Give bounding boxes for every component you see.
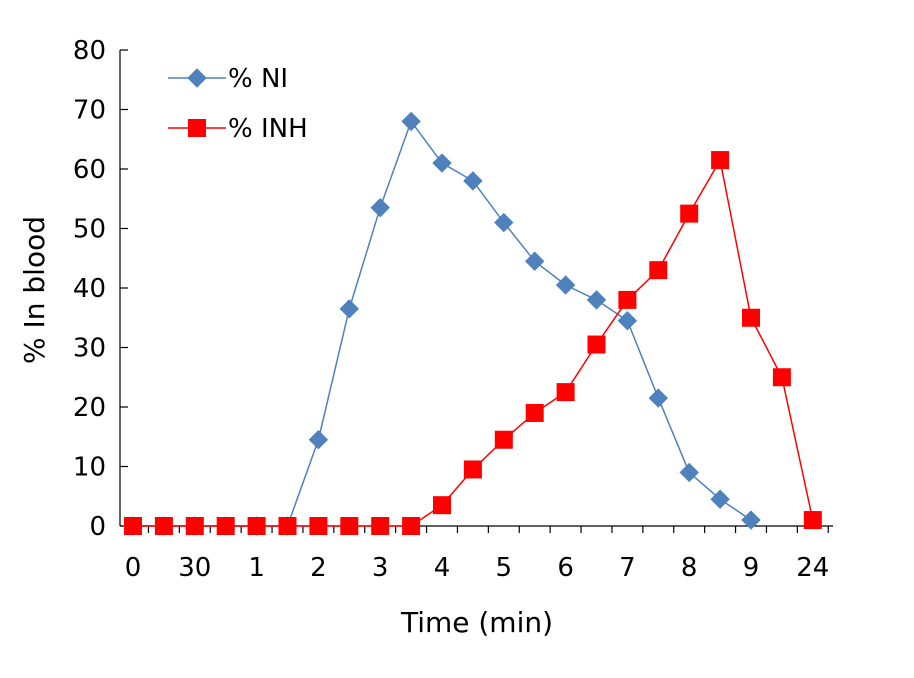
x-tick-label: 7 — [619, 553, 636, 583]
data-point — [278, 517, 297, 535]
y-tick-label: 60 — [73, 155, 106, 185]
x-tick-label: 4 — [434, 553, 451, 583]
data-point — [370, 197, 390, 218]
y-tick-label: 50 — [73, 215, 106, 245]
data-point — [494, 212, 514, 233]
data-point — [555, 275, 576, 295]
data-point — [402, 517, 421, 535]
data-point — [463, 460, 482, 479]
data-point — [524, 251, 545, 271]
data-point — [185, 517, 204, 535]
y-tick-label: 40 — [73, 274, 106, 304]
series-line — [133, 119, 752, 527]
data-point — [154, 517, 173, 535]
legend-label: % NI — [228, 64, 288, 94]
y-axis: 0 10 20 30 40 50 60 70 80 — [73, 36, 128, 542]
data-point — [742, 308, 760, 327]
data-point — [433, 496, 451, 515]
data-point — [124, 517, 142, 535]
y-tick-label: 0 — [89, 512, 106, 542]
data-point — [617, 311, 638, 331]
data-point — [648, 388, 669, 408]
series-ni — [123, 111, 761, 536]
data-point — [649, 261, 668, 280]
x-tick-label: 30 — [178, 553, 211, 583]
data-point — [679, 462, 699, 483]
x-axis-label: Time (min) — [400, 606, 553, 639]
legend-item: % INH — [168, 114, 308, 144]
data-point — [586, 290, 607, 310]
x-tick-label: 8 — [681, 553, 698, 583]
x-tick-label: 24 — [796, 553, 829, 583]
y-axis-label: % In blood — [18, 216, 51, 364]
series-layer — [123, 111, 822, 536]
data-point — [680, 204, 699, 223]
data-point — [340, 517, 359, 535]
data-point — [556, 383, 575, 402]
legend-marker — [188, 119, 206, 137]
data-point — [741, 510, 761, 530]
y-tick-label: 30 — [73, 334, 106, 364]
data-point — [216, 517, 235, 535]
y-tick-label: 10 — [73, 453, 106, 483]
data-point — [772, 368, 791, 387]
data-point — [618, 290, 637, 309]
legend: % NI % INH — [168, 64, 308, 144]
x-tick-label: 9 — [743, 553, 760, 583]
series-inh — [124, 151, 822, 535]
data-point — [710, 489, 730, 509]
x-tick-label: 5 — [496, 553, 513, 583]
data-point — [587, 335, 606, 354]
x-tick-label: 2 — [310, 553, 327, 583]
y-tick-label: 20 — [73, 393, 106, 423]
data-point — [463, 171, 483, 191]
data-point — [711, 151, 730, 170]
legend-marker — [187, 68, 207, 88]
data-point — [525, 403, 544, 422]
y-tick-label: 70 — [73, 96, 106, 126]
x-tick-label: 0 — [125, 553, 142, 583]
x-tick-label: 3 — [372, 553, 389, 583]
data-point — [432, 153, 452, 173]
data-point — [309, 517, 328, 535]
data-point — [401, 111, 421, 132]
data-point — [247, 517, 266, 535]
data-point — [371, 517, 390, 535]
data-point — [339, 299, 360, 319]
x-tick-label: 6 — [557, 553, 574, 583]
x-tick-label: 1 — [248, 553, 265, 583]
data-point — [308, 430, 329, 450]
y-tick-label: 80 — [73, 36, 106, 66]
legend-item: % NI — [168, 64, 288, 94]
data-point — [494, 430, 513, 449]
legend-label: % INH — [228, 114, 308, 144]
data-point — [803, 511, 822, 530]
